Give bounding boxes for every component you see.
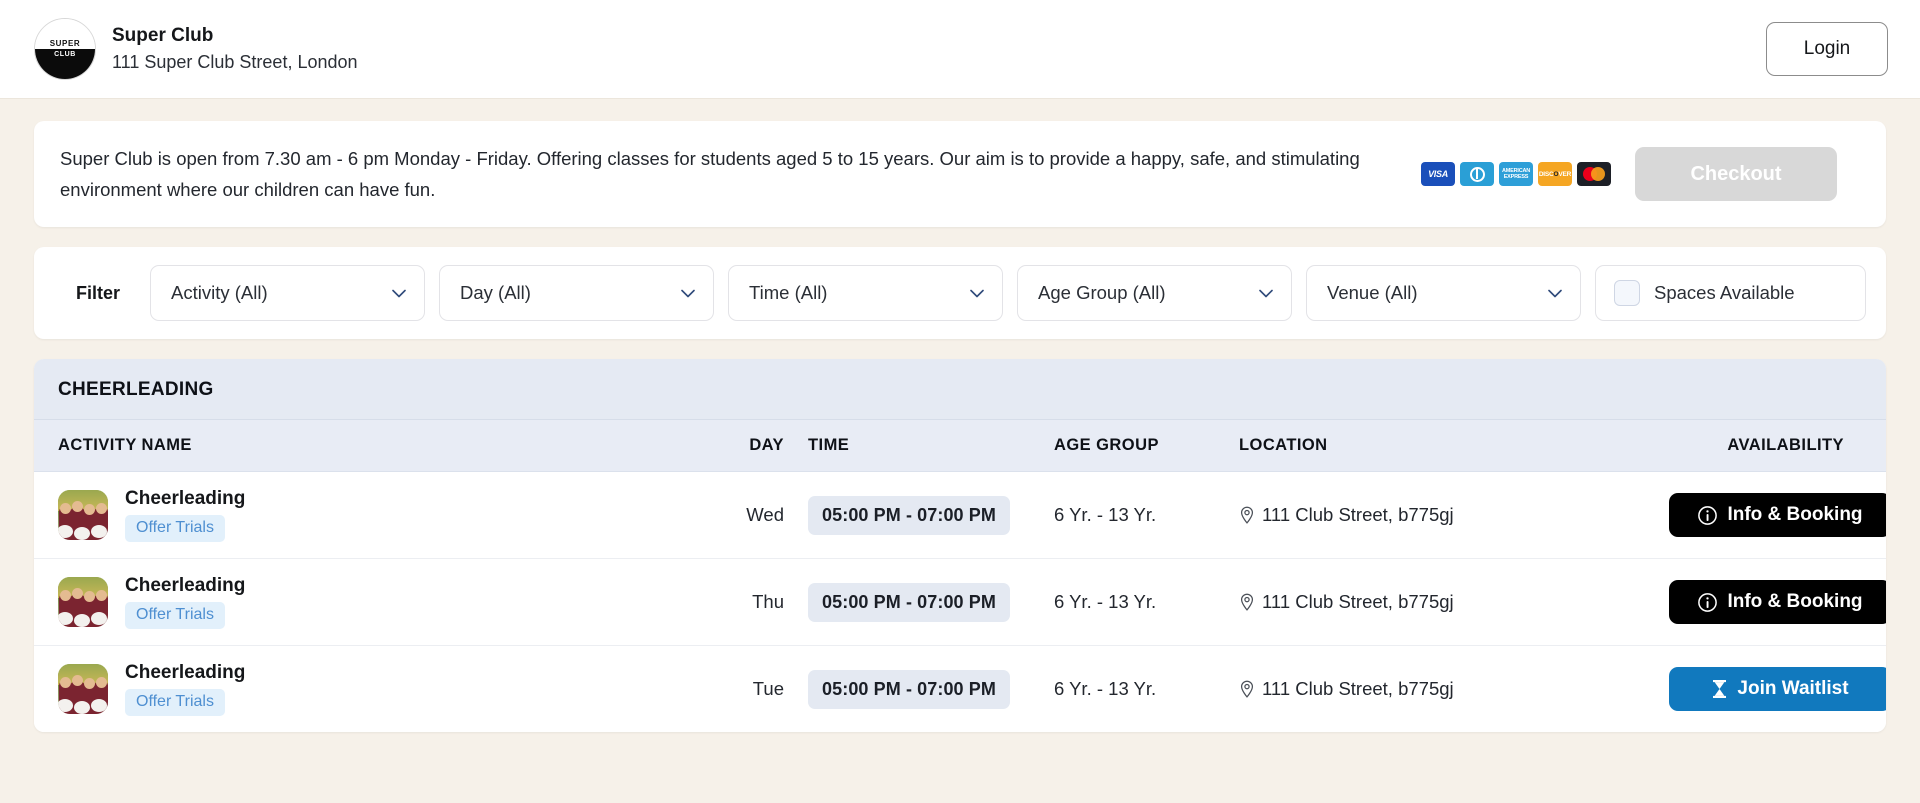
american-express-icon: AMERICAN EXPRESS <box>1499 162 1533 186</box>
action-button-label: Info & Booking <box>1727 504 1863 525</box>
location-text: 111 Club Street, b775gj <box>1262 591 1454 612</box>
cell-availability: Info & Booking <box>1669 558 1886 646</box>
location-pin-icon <box>1239 506 1255 525</box>
time-badge: 05:00 PM - 07:00 PM <box>808 582 1010 622</box>
chevron-down-icon <box>1259 289 1273 298</box>
cell-availability: Info & Booking <box>1669 471 1886 559</box>
chevron-down-icon <box>681 289 695 298</box>
payment-methods: VISA AMERICAN EXPRESS DISC O VER <box>1421 162 1611 186</box>
chevron-down-icon <box>970 289 984 298</box>
activity-thumbnail <box>58 490 108 540</box>
cell-activity-name: Cheerleading Offer Trials <box>34 645 694 732</box>
offer-trials-badge: Offer Trials <box>125 515 225 542</box>
discover-icon: DISC O VER <box>1538 162 1572 186</box>
location-text: 111 Club Street, b775gj <box>1262 504 1454 525</box>
brand: SUPER CLUB Super Club 111 Super Club Str… <box>34 18 358 80</box>
column-header-day: DAY <box>694 419 784 472</box>
cell-time: 05:00 PM - 07:00 PM <box>784 558 1054 646</box>
action-button-label: Join Waitlist <box>1737 678 1849 699</box>
filter-select-age-group[interactable]: Age Group (All) <box>1017 265 1293 321</box>
hourglass-icon <box>1711 679 1728 699</box>
cell-age-group: 6 Yr. - 13 Yr. <box>1054 558 1239 646</box>
cell-location: 111 Club Street, b775gj <box>1239 471 1669 559</box>
cell-time: 05:00 PM - 07:00 PM <box>784 471 1054 559</box>
filter-bar: Filter Activity (All) Day (All) Time (Al… <box>34 247 1886 339</box>
filter-select-day[interactable]: Day (All) <box>439 265 715 321</box>
info-banner: Super Club is open from 7.30 am - 6 pm M… <box>34 121 1886 227</box>
cell-age-group: 6 Yr. - 13 Yr. <box>1054 645 1239 732</box>
info-and-booking-button[interactable]: Info & Booking <box>1669 580 1886 624</box>
chevron-down-icon <box>392 289 406 298</box>
activity-title: Cheerleading <box>125 575 246 596</box>
cell-activity-name: Cheerleading Offer Trials <box>34 558 694 646</box>
time-badge: 05:00 PM - 07:00 PM <box>808 495 1010 535</box>
location-text: 111 Club Street, b775gj <box>1262 678 1454 699</box>
info-circle-icon <box>1697 592 1718 613</box>
club-address: 111 Super Club Street, London <box>112 52 358 72</box>
table-header-row: ACTIVITY NAME DAY TIME AGE GROUP LOCATIO… <box>34 419 1886 472</box>
table-body: Cheerleading Offer Trials Wed 05:00 PM -… <box>34 471 1886 732</box>
cell-availability: Join Waitlist <box>1669 645 1886 732</box>
offer-trials-badge: Offer Trials <box>125 689 225 716</box>
location-pin-icon <box>1239 593 1255 612</box>
table-row[interactable]: Cheerleading Offer Trials Thu 05:00 PM -… <box>34 558 1886 646</box>
logo-top-text: SUPER <box>49 39 81 48</box>
join-waitlist-button[interactable]: Join Waitlist <box>1669 667 1886 711</box>
checkout-button[interactable]: Checkout <box>1635 147 1837 201</box>
activity-title: Cheerleading <box>125 662 246 683</box>
column-header-age-group: AGE GROUP <box>1054 419 1239 472</box>
club-logo-icon: SUPER CLUB <box>34 18 96 80</box>
filter-select-time[interactable]: Time (All) <box>728 265 1004 321</box>
filter-select-activity[interactable]: Activity (All) <box>150 265 426 321</box>
cell-day: Wed <box>694 471 784 559</box>
activity-group-title: CHEERLEADING <box>34 359 1886 419</box>
time-badge: 05:00 PM - 07:00 PM <box>808 669 1010 709</box>
activity-thumbnail <box>58 664 108 714</box>
activity-thumbnail <box>58 577 108 627</box>
cell-day: Tue <box>694 645 784 732</box>
mastercard-icon <box>1577 162 1611 186</box>
table-header: ACTIVITY NAME DAY TIME AGE GROUP LOCATIO… <box>34 419 1886 472</box>
filter-select-age-group-value: Age Group (All) <box>1038 282 1166 303</box>
logo-bottom-text: CLUB <box>54 51 76 58</box>
filter-select-activity-value: Activity (All) <box>171 282 268 303</box>
filter-select-venue[interactable]: Venue (All) <box>1306 265 1582 321</box>
activities-table: ACTIVITY NAME DAY TIME AGE GROUP LOCATIO… <box>34 419 1886 732</box>
filter-label: Filter <box>76 282 121 303</box>
cell-day: Thu <box>694 558 784 646</box>
diners-club-icon <box>1460 162 1494 186</box>
club-description: Super Club is open from 7.30 am - 6 pm M… <box>60 148 1360 200</box>
column-header-time: TIME <box>784 419 1054 472</box>
cell-location: 111 Club Street, b775gj <box>1239 558 1669 646</box>
activities-table-card: CHEERLEADING ACTIVITY NAME DAY TIME AGE … <box>34 359 1886 732</box>
page-body: Super Club is open from 7.30 am - 6 pm M… <box>0 99 1920 732</box>
column-header-availability: AVAILABILITY <box>1669 419 1886 472</box>
column-header-activity-name: ACTIVITY NAME <box>34 419 694 472</box>
filter-select-time-value: Time (All) <box>749 282 828 303</box>
column-header-location: LOCATION <box>1239 419 1669 472</box>
chevron-down-icon <box>1548 289 1562 298</box>
offer-trials-badge: Offer Trials <box>125 602 225 629</box>
location-pin-icon <box>1239 680 1255 699</box>
table-row[interactable]: Cheerleading Offer Trials Wed 05:00 PM -… <box>34 471 1886 559</box>
info-and-booking-button[interactable]: Info & Booking <box>1669 493 1886 537</box>
cell-location: 111 Club Street, b775gj <box>1239 645 1669 732</box>
cell-time: 05:00 PM - 07:00 PM <box>784 645 1054 732</box>
login-button[interactable]: Login <box>1766 22 1888 76</box>
table-row[interactable]: Cheerleading Offer Trials Tue 05:00 PM -… <box>34 645 1886 732</box>
spaces-available-label: Spaces Available <box>1654 282 1795 303</box>
cell-age-group: 6 Yr. - 13 Yr. <box>1054 471 1239 559</box>
cell-activity-name: Cheerleading Offer Trials <box>34 471 694 559</box>
action-button-label: Info & Booking <box>1727 591 1863 612</box>
spaces-available-checkbox[interactable] <box>1614 280 1641 306</box>
info-circle-icon <box>1697 505 1718 526</box>
filter-select-day-value: Day (All) <box>460 282 531 303</box>
app-header: SUPER CLUB Super Club 111 Super Club Str… <box>0 0 1920 99</box>
activity-title: Cheerleading <box>125 488 246 509</box>
visa-icon: VISA <box>1421 162 1455 186</box>
filter-select-venue-value: Venue (All) <box>1327 282 1418 303</box>
spaces-available-filter[interactable]: Spaces Available <box>1595 265 1867 321</box>
club-name: Super Club <box>112 25 214 46</box>
